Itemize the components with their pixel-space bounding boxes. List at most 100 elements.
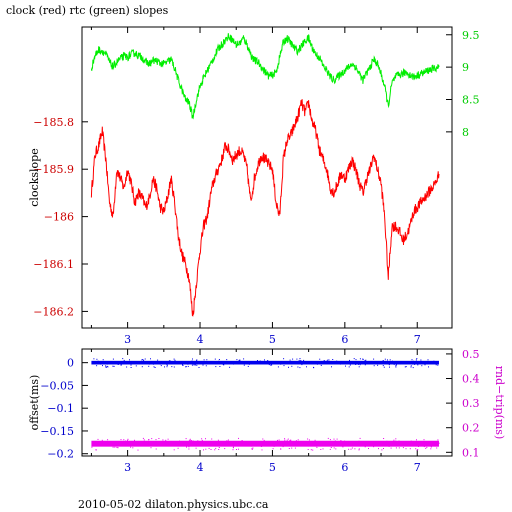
series-point-offset (243, 358, 245, 360)
series-point-rnd-trip (354, 448, 356, 450)
series-point-rnd-trip (294, 447, 296, 449)
series-point-offset (427, 359, 429, 361)
series-point-offset (395, 364, 397, 366)
series-point-offset (112, 358, 114, 360)
series-point-offset (382, 365, 384, 367)
series-point-rnd-trip (182, 441, 184, 443)
series-point-offset (393, 363, 395, 365)
series-point-rnd-trip (238, 448, 239, 450)
series-point-offset (399, 363, 401, 365)
series-point-offset (148, 362, 150, 363)
series-point-offset (173, 358, 175, 360)
series-point-offset (166, 364, 168, 366)
series-point-offset (196, 360, 198, 362)
series-point-offset (187, 363, 189, 365)
slopes-x-tick-label: 5 (269, 333, 276, 346)
series-point-offset (391, 361, 393, 363)
offsets-y-tick-label: −0.1 (47, 402, 74, 415)
series-point-rnd-trip (340, 440, 342, 442)
series-point-rnd-trip (177, 442, 179, 444)
series-point-rnd-trip (280, 448, 282, 450)
series-point-offset (253, 362, 255, 364)
series-point-offset (336, 360, 338, 362)
series-point-rnd-trip (289, 440, 291, 442)
series-point-offset (333, 362, 335, 364)
series-point-offset (381, 361, 383, 363)
series-point-rnd-trip (162, 441, 164, 443)
series-point-offset (238, 359, 240, 361)
series-point-offset (194, 364, 196, 366)
series-point-offset (339, 363, 341, 365)
series-point-offset (250, 361, 251, 363)
series-point-offset (327, 359, 329, 361)
series-point-offset (229, 366, 231, 368)
slopes-y-tick-label: −186.2 (33, 305, 74, 318)
series-point-offset (325, 362, 327, 364)
offsets-x-tick-label: 4 (197, 461, 204, 474)
series-point-offset (161, 362, 163, 364)
series-point-offset (271, 364, 273, 366)
series-point-offset (424, 364, 426, 366)
series-point-rnd-trip (342, 446, 344, 448)
series-point-offset (130, 364, 132, 366)
series-point-rnd-trip (308, 439, 310, 441)
series-point-offset (129, 359, 130, 361)
series-point-rnd-trip (333, 438, 335, 440)
series-point-rnd-trip (144, 442, 145, 443)
series-point-rnd-trip (291, 444, 293, 446)
series-point-rnd-trip (142, 437, 144, 439)
series-point-rnd-trip (232, 447, 234, 449)
series-point-rnd-trip (378, 448, 379, 450)
series-point-rnd-trip (190, 440, 191, 442)
series-point-rnd-trip (108, 441, 110, 443)
series-point-rnd-trip (383, 448, 384, 449)
series-point-offset (105, 365, 107, 367)
series-point-offset (276, 361, 278, 363)
series-point-offset (102, 365, 103, 367)
series-point-rnd-trip (277, 439, 278, 441)
series-point-rnd-trip (395, 440, 397, 442)
series-point-offset (368, 362, 370, 364)
series-point-offset (361, 362, 362, 364)
series-point-rnd-trip (246, 445, 248, 447)
series-point-offset (185, 366, 187, 368)
series-point-rnd-trip (227, 439, 229, 441)
offsets-y-tick-label: −0.15 (40, 425, 74, 438)
series-point-offset (126, 366, 128, 368)
series-point-offset (102, 359, 104, 361)
series-point-rnd-trip (201, 439, 203, 441)
series-point-offset (187, 365, 189, 367)
series-point-rnd-trip (358, 448, 360, 450)
slopes-y2-tick-label: 8 (462, 126, 469, 139)
series-point-rnd-trip (374, 445, 376, 447)
series-point-offset (186, 362, 188, 364)
series-point-offset (150, 358, 151, 360)
series-point-rnd-trip (347, 445, 349, 447)
series-point-offset (355, 364, 357, 365)
series-point-offset (377, 364, 379, 366)
series-point-rnd-trip (368, 448, 369, 449)
series-point-rnd-trip (144, 444, 146, 446)
series-point-rnd-trip (120, 439, 122, 441)
series-point-offset (106, 365, 108, 367)
offsets-x-tick-label: 6 (341, 461, 348, 474)
slopes-plot-frame (81, 26, 453, 329)
series-point-offset (141, 366, 143, 368)
series-point-offset (300, 360, 302, 361)
series-point-offset (194, 363, 196, 364)
series-point-rnd-trip (155, 448, 157, 450)
series-point-rnd-trip (220, 444, 222, 446)
series-point-rnd-trip (358, 440, 360, 442)
series-point-rnd-trip (132, 441, 134, 443)
series-point-rnd-trip (438, 442, 440, 444)
series-point-rnd-trip (148, 439, 150, 441)
offsets-y2-tick-label: 0.1 (462, 446, 480, 459)
series-point-offset (182, 364, 184, 366)
series-point-rnd-trip (352, 445, 354, 447)
series-point-rnd-trip (192, 440, 194, 442)
series-point-rnd-trip (364, 446, 366, 448)
series-point-rnd-trip (272, 448, 274, 450)
series-point-rnd-trip (316, 446, 318, 448)
series-point-offset (236, 359, 238, 361)
series-point-rnd-trip (176, 444, 178, 446)
